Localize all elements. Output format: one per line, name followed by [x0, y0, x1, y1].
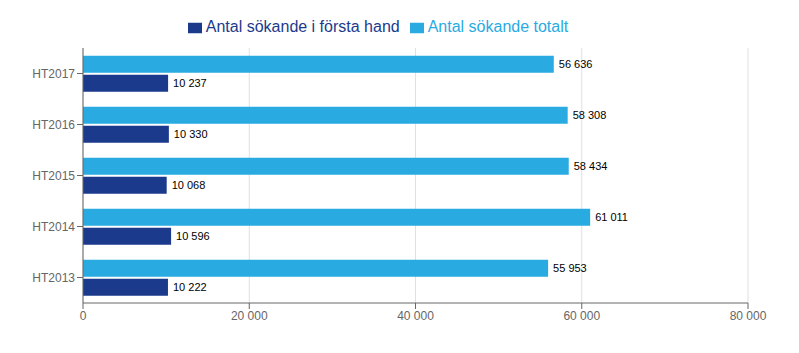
svg-text:60 000: 60 000	[563, 309, 600, 323]
svg-text:HT2015: HT2015	[32, 169, 75, 183]
svg-text:58 434: 58 434	[574, 160, 608, 172]
svg-text:10 330: 10 330	[174, 128, 208, 140]
svg-text:HT2016: HT2016	[32, 118, 75, 132]
svg-text:HT2013: HT2013	[32, 271, 75, 285]
svg-text:61 011: 61 011	[595, 211, 628, 223]
svg-text:55 953: 55 953	[553, 262, 587, 274]
svg-text:10 068: 10 068	[172, 179, 206, 191]
svg-text:20 000: 20 000	[231, 309, 268, 323]
svg-text:10 237: 10 237	[173, 77, 207, 89]
svg-text:0: 0	[80, 309, 87, 323]
svg-text:HT2017: HT2017	[32, 67, 75, 81]
svg-text:40 000: 40 000	[397, 309, 434, 323]
svg-text:10 222: 10 222	[173, 281, 207, 293]
svg-text:56 636: 56 636	[559, 58, 593, 70]
svg-text:80 000: 80 000	[730, 309, 767, 323]
html-text:Antal sökande totalt: Antal sökande totalt	[427, 18, 569, 35]
svg-text:HT2014: HT2014	[32, 220, 75, 234]
svg-text:10 596: 10 596	[176, 230, 210, 242]
html-text:Antal sökande i första hand: Antal sökande i första hand	[205, 18, 400, 35]
svg-text:58 308: 58 308	[573, 109, 607, 121]
